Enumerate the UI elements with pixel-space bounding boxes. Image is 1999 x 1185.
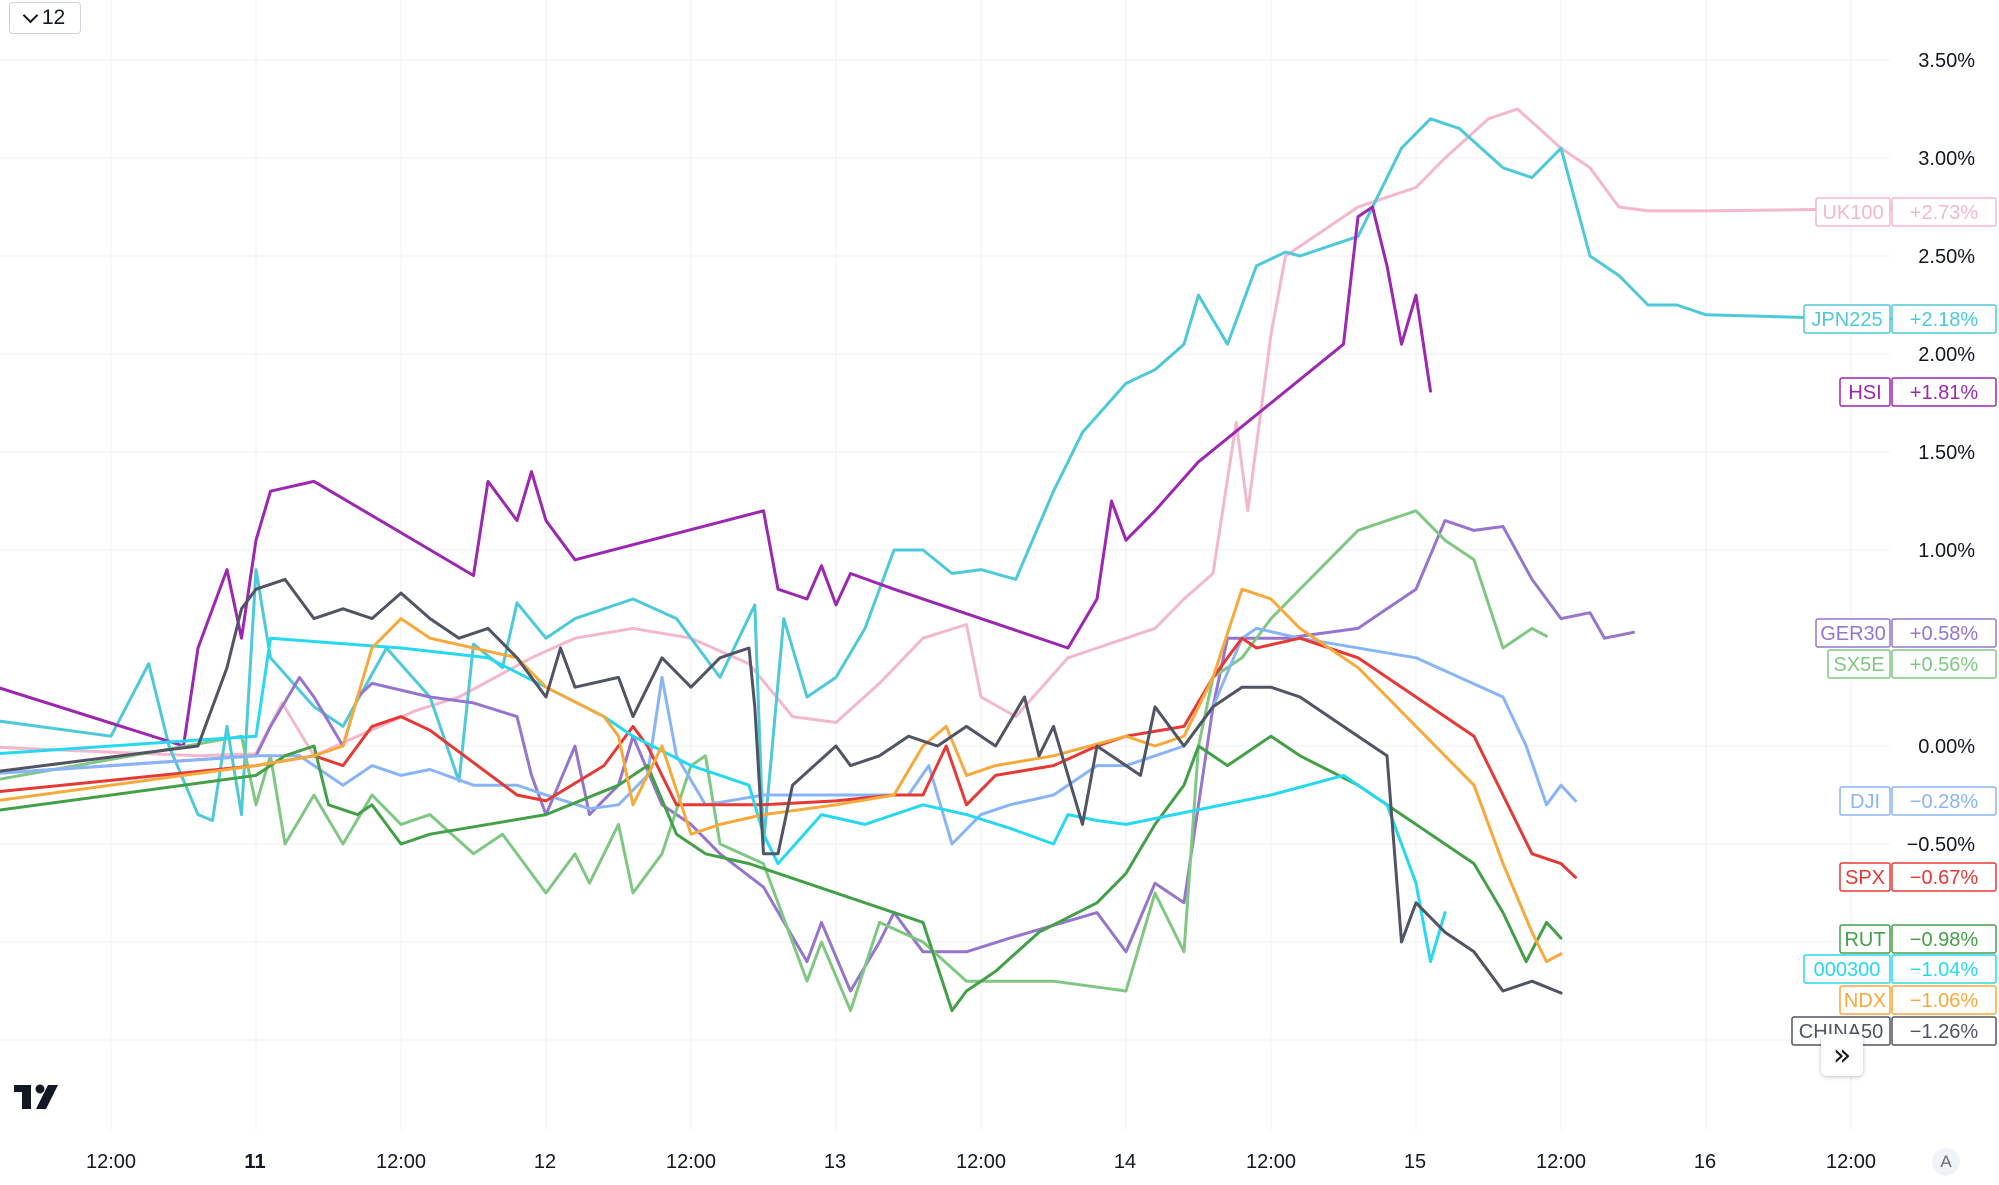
series-value-label: −1.04%: [1910, 959, 1979, 981]
auto-scale-label: A: [1940, 1152, 1952, 1171]
series-name-box: [1839, 786, 1891, 816]
x-tick-label: 16: [1694, 1151, 1716, 1173]
y-tick-label: 2.50%: [1918, 246, 1975, 268]
y-tick-label: −0.50%: [1907, 834, 1976, 856]
series-name-box: [1839, 377, 1891, 407]
series-line-uk100: [0, 107, 1969, 758]
series-name-label: JPN225: [1811, 309, 1882, 331]
series-name-label: UK100: [1822, 202, 1883, 224]
x-tick-label: 12:00: [1536, 1151, 1586, 1173]
double-chevron-right-icon: »: [1832, 1037, 1852, 1073]
series-name-label: SX5E: [1833, 654, 1884, 676]
series-value-label: −1.26%: [1910, 1021, 1979, 1043]
x-tick-label: 12:00: [666, 1151, 716, 1173]
x-tick-label: 11: [244, 1151, 265, 1173]
series-value-box: [1891, 618, 1997, 648]
series-line-spx: [0, 636, 1577, 879]
series-line-rut: [0, 734, 1563, 1013]
series-line-ger30: [0, 519, 1635, 993]
series-value-box: [1891, 197, 1997, 227]
series-name-label: DJI: [1850, 791, 1880, 813]
x-tick-label: 14: [1114, 1151, 1136, 1173]
series-value-label: +2.18%: [1910, 309, 1979, 331]
series-name-label: HSI: [1848, 382, 1881, 404]
series-line-jpn225: [0, 117, 1969, 846]
series-line-sx5e: [0, 509, 1548, 1013]
series-value-box: [1891, 649, 1997, 679]
series-value-box: [1891, 985, 1997, 1015]
series-line-000300: [0, 636, 1447, 964]
scroll-to-realtime-button[interactable]: »: [1821, 1034, 1863, 1076]
series-name-label: SPX: [1845, 867, 1885, 889]
auto-scale-button[interactable]: A: [1932, 1148, 1960, 1176]
series-value-label: −1.06%: [1910, 990, 1979, 1012]
series-value-box: [1891, 862, 1997, 892]
x-tick-label: 12:00: [376, 1151, 426, 1173]
y-tick-label: 1.50%: [1918, 442, 1975, 464]
x-tick-label: 12:00: [1826, 1151, 1876, 1173]
series-value-label: +2.73%: [1910, 202, 1979, 224]
series-name-box: [1839, 924, 1891, 954]
series-name-box: [1839, 985, 1891, 1015]
tradingview-logo: [14, 1081, 70, 1116]
x-tick-label: 12: [534, 1151, 556, 1173]
series-name-box: [1815, 618, 1891, 648]
series-value-box: [1891, 1016, 1997, 1046]
series-value-label: +0.58%: [1910, 623, 1979, 645]
interval-dropdown[interactable]: 12: [9, 2, 81, 34]
series-name-label: GER30: [1820, 623, 1886, 645]
y-tick-label: 3.50%: [1918, 50, 1975, 72]
series-value-label: +1.81%: [1910, 382, 1979, 404]
series-value-label: −0.67%: [1910, 867, 1979, 889]
series-name-label: NDX: [1844, 990, 1886, 1012]
x-tick-label: 13: [824, 1151, 846, 1173]
interval-label: 12: [41, 6, 66, 29]
series-value-box: [1891, 954, 1997, 984]
series-value-box: [1891, 786, 1997, 816]
series-value-label: −0.28%: [1910, 791, 1979, 813]
series-name-box: [1839, 862, 1891, 892]
y-tick-label: 2.00%: [1918, 344, 1975, 366]
y-tick-label: 3.00%: [1918, 148, 1975, 170]
x-tick-label: 12:00: [956, 1151, 1006, 1173]
series-line-ndx: [0, 587, 1563, 964]
x-tick-label: 12:00: [1246, 1151, 1296, 1173]
series-line-hsi: [0, 205, 1432, 748]
series-name-box: [1803, 304, 1891, 334]
y-tick-label: 1.00%: [1918, 540, 1975, 562]
series-name-label: RUT: [1844, 929, 1885, 951]
series-value-box: [1891, 377, 1997, 407]
series-name-box: [1803, 954, 1891, 984]
series-value-label: −0.98%: [1910, 929, 1979, 951]
series-value-label: +0.56%: [1910, 654, 1979, 676]
x-tick-label: 12:00: [86, 1151, 136, 1173]
series-line-china50: [0, 577, 1563, 995]
series-name-label: 000300: [1814, 959, 1881, 981]
series-value-box: [1891, 924, 1997, 954]
x-tick-label: 15: [1404, 1151, 1426, 1173]
y-tick-label: 0.00%: [1918, 736, 1975, 758]
series-name-box: [1827, 649, 1891, 679]
series-name-box: [1815, 197, 1891, 227]
series-value-box: [1891, 304, 1997, 334]
